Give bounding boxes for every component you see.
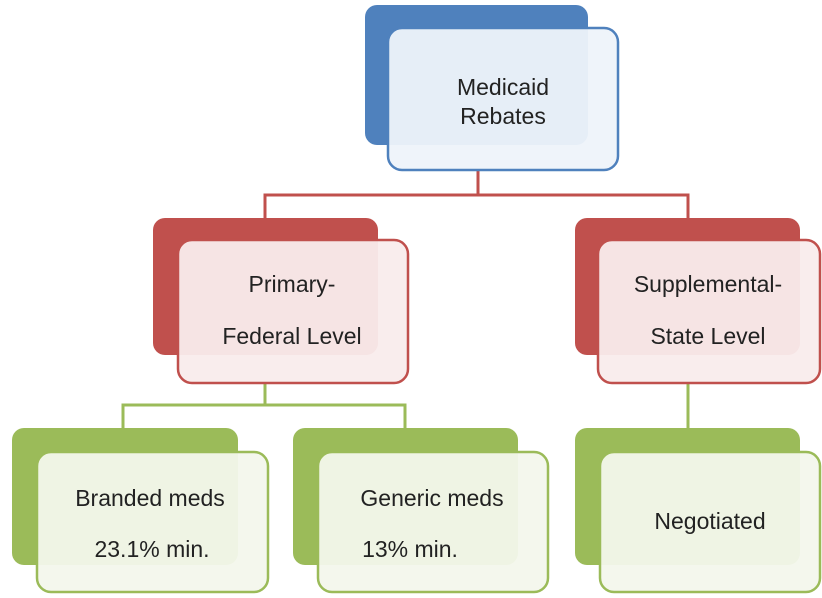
node-box bbox=[316, 450, 550, 594]
node-box bbox=[386, 26, 620, 172]
node-box bbox=[598, 450, 822, 594]
node-label: 13% min. bbox=[362, 536, 458, 562]
connector bbox=[121, 383, 267, 428]
connector bbox=[265, 403, 407, 428]
node-box bbox=[35, 450, 270, 594]
node-label: 23.1% min. bbox=[94, 536, 209, 562]
node-label: Generic meds bbox=[360, 485, 503, 511]
node-label: Rebates bbox=[460, 103, 546, 129]
node-label: Branded meds bbox=[75, 485, 225, 511]
node-label: Medicaid bbox=[457, 74, 549, 100]
node-label: Primary- bbox=[249, 271, 336, 297]
node-label: State Level bbox=[650, 323, 765, 349]
node-label: Negotiated bbox=[654, 508, 765, 534]
node-box bbox=[176, 238, 410, 385]
connector bbox=[478, 193, 690, 218]
node-label: Federal Level bbox=[222, 323, 361, 349]
node-label: Supplemental- bbox=[634, 271, 782, 297]
connector bbox=[263, 170, 480, 218]
node-box bbox=[596, 238, 822, 385]
